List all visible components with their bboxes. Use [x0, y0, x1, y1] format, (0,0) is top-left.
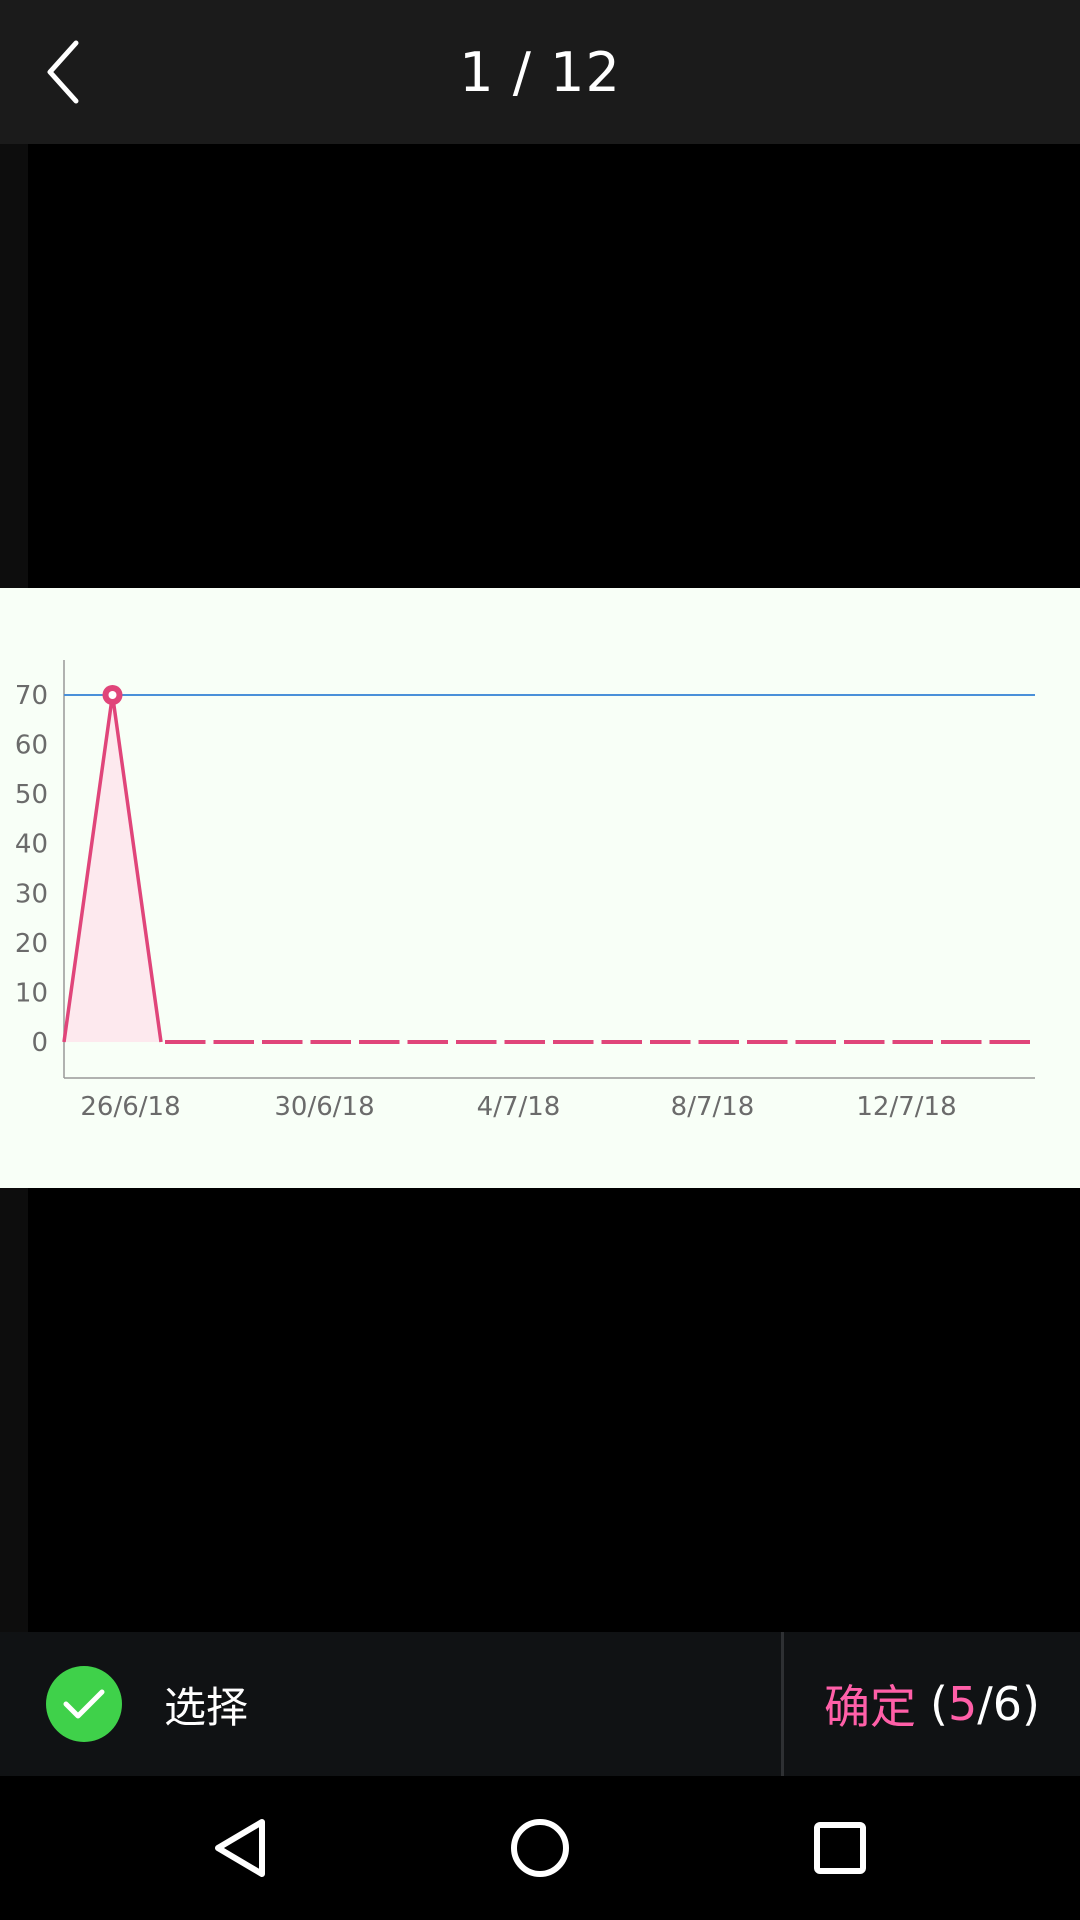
x-tick-label: 26/6/18: [80, 1092, 180, 1122]
line-chart: 0 10 20 30 40 50 60 70 26/6/18 30/6/18 4/7/18 8/7/1…: [15, 660, 1035, 1122]
page-counter: 1 / 12: [459, 40, 621, 104]
confirm-label: 确定: [824, 1680, 917, 1734]
y-tick-label: 40: [15, 830, 48, 860]
x-tick-label: 4/7/18: [477, 1092, 561, 1122]
image-viewer[interactable]: 0 10 20 30 40 50 60 70 26/6/18 30/6/18 4/7/18 8/7/1…: [0, 144, 1080, 1632]
nav-recents-button[interactable]: [790, 1798, 890, 1898]
x-tick-label: 8/7/18: [671, 1092, 755, 1122]
checkmark-icon: [63, 1689, 105, 1719]
confirm-button[interactable]: 确定 ( 5 /6): [784, 1632, 1080, 1776]
chevron-left-icon: [47, 40, 79, 104]
system-nav-bar: [0, 1776, 1080, 1920]
y-tick-label: 0: [31, 1028, 48, 1058]
top-bar: 1 / 12: [0, 0, 1080, 144]
chart-image: 0 10 20 30 40 50 60 70 26/6/18 30/6/18 4/7/18 8/7/1…: [0, 588, 1080, 1188]
confirm-count-open: (: [930, 1677, 948, 1731]
x-tick-label: 12/7/18: [856, 1092, 956, 1122]
triangle-back-icon: [215, 1819, 265, 1877]
square-recents-icon: [814, 1822, 866, 1874]
series-area: [64, 695, 1034, 1042]
x-tick-label: 30/6/18: [274, 1092, 374, 1122]
confirm-count-total: /6): [977, 1677, 1040, 1731]
y-tick-label: 10: [15, 978, 48, 1008]
nav-back-button[interactable]: [190, 1798, 290, 1898]
y-tick-label: 60: [15, 731, 48, 761]
bottom-divider: [781, 1632, 784, 1776]
y-tick-label: 20: [15, 929, 48, 959]
circle-home-icon: [511, 1819, 569, 1877]
select-label: 选择: [164, 1682, 249, 1732]
y-tick-label: 50: [15, 780, 48, 810]
back-button[interactable]: [22, 30, 106, 114]
confirm-count-selected: 5: [947, 1677, 978, 1731]
data-point-center: [108, 691, 117, 699]
nav-home-button[interactable]: [490, 1798, 590, 1898]
select-toggle[interactable]: 选择: [0, 1632, 780, 1776]
check-circle[interactable]: [46, 1666, 122, 1742]
y-tick-label: 70: [15, 681, 48, 711]
bottom-bar: 选择 确定 ( 5 /6): [0, 1632, 1080, 1776]
y-tick-label: 30: [15, 879, 48, 909]
